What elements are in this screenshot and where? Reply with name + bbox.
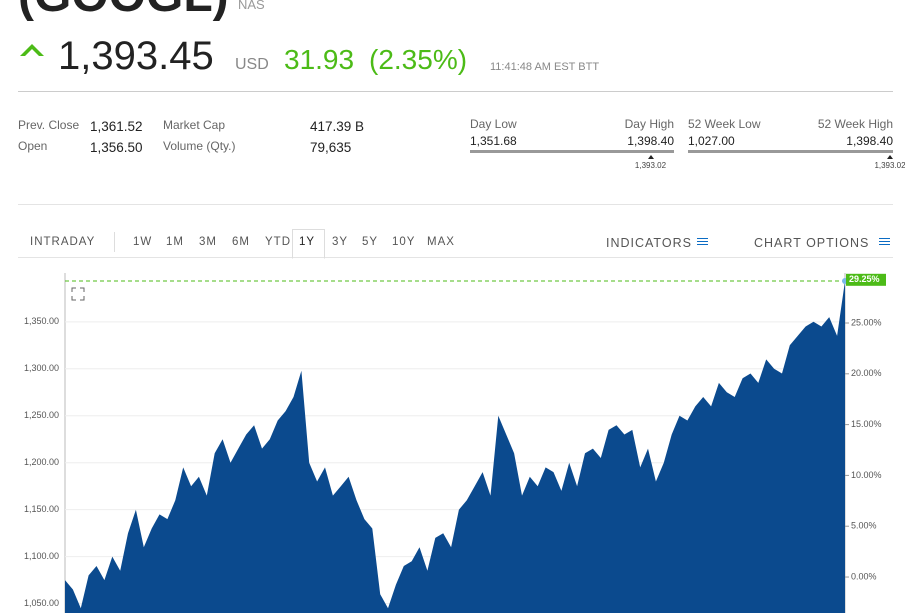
up-arrow	[20, 44, 44, 56]
stat-value: 1,356.50	[90, 140, 143, 155]
price-area	[65, 281, 845, 613]
menu-icon	[879, 241, 890, 242]
tab[interactable]: 3M	[199, 236, 217, 248]
range-label: 52 Week High	[817, 117, 893, 131]
range-current: 1,393.02	[634, 161, 667, 170]
range-marker	[647, 155, 654, 159]
tab[interactable]: INDICATORS	[606, 236, 692, 250]
stat-value: 417.39 B	[310, 119, 365, 134]
tab[interactable]: 1W	[133, 236, 153, 248]
stat-label: Market Cap	[163, 118, 226, 132]
y2-tick-label: 20.00%	[851, 368, 882, 378]
range-value: 1,398.40	[627, 134, 674, 148]
divider	[18, 204, 893, 205]
y2-tick-label: 5.00%	[851, 521, 877, 531]
expand-icon[interactable]	[71, 287, 85, 301]
tab[interactable]: 10Y	[392, 236, 416, 248]
currency: USD	[235, 56, 269, 73]
price: 1,393.45	[58, 34, 214, 78]
range-marker	[887, 155, 894, 159]
range-bar	[688, 150, 893, 153]
range-value: 1,027.00	[688, 134, 735, 148]
tab[interactable]: 6M	[232, 236, 250, 248]
y-tick-label: 1,250.00	[24, 410, 59, 420]
change-percent: (2.35%)	[369, 44, 468, 75]
y2-tick-label: 15.00%	[851, 419, 882, 429]
y2-tick-label: 0.00%	[851, 571, 877, 581]
change-badge-label: 29.25%	[849, 274, 880, 284]
tab-selected-box	[292, 229, 325, 259]
y2-tick-label: 10.00%	[851, 470, 882, 480]
range-label: 52 Week Low	[688, 117, 761, 131]
y-tick-label: 1,100.00	[24, 551, 59, 561]
quote-time: 11:41:48 AM EST BTT	[490, 61, 600, 73]
range-label: Day Low	[470, 117, 517, 131]
stat-label: Open	[18, 139, 48, 153]
y-tick-label: 1,150.00	[24, 504, 59, 514]
ticker-title: (GOOGL)	[18, 0, 229, 23]
stat-value: 79,635	[310, 140, 352, 155]
tab[interactable]: 1M	[166, 236, 184, 248]
tab[interactable]: INTRADAY	[30, 236, 96, 248]
menu-icon	[697, 238, 708, 245]
y2-tick-label: 25.00%	[851, 317, 882, 327]
range-value: 1,398.40	[846, 134, 893, 148]
tab[interactable]: CHART OPTIONS	[754, 236, 870, 250]
stat-label: Volume (Qty.)	[163, 139, 236, 153]
tab[interactable]: 1Y	[299, 236, 316, 248]
change-badge	[846, 273, 886, 286]
tab-divider	[114, 232, 115, 252]
y-tick-label: 1,300.00	[24, 363, 59, 373]
y-tick-label: 1,050.00	[24, 598, 59, 608]
chart: 1,050.00 1,100.00 1,150.00 1,200.00 1,250.00…	[24, 273, 886, 613]
range-bar	[470, 150, 674, 153]
stat-value: 1,361.52	[90, 119, 143, 134]
stat-label: Prev. Close	[18, 118, 80, 132]
range-value: 1,351.68	[470, 134, 517, 148]
divider	[18, 91, 893, 92]
menu-icon	[697, 241, 708, 242]
menu-icon	[879, 238, 890, 245]
tab[interactable]: YTD	[265, 236, 291, 248]
range-label: Day High	[624, 117, 674, 131]
change: 31.93	[284, 44, 355, 75]
tab[interactable]: 5Y	[362, 236, 379, 248]
exchange: NAS	[238, 0, 265, 12]
divider	[18, 257, 893, 258]
range-current: 1,393.02	[874, 161, 905, 170]
tab[interactable]: MAX	[427, 236, 455, 248]
y-tick-label: 1,350.00	[24, 316, 59, 326]
tab[interactable]: 3Y	[332, 236, 349, 248]
y-tick-label: 1,200.00	[24, 457, 59, 467]
